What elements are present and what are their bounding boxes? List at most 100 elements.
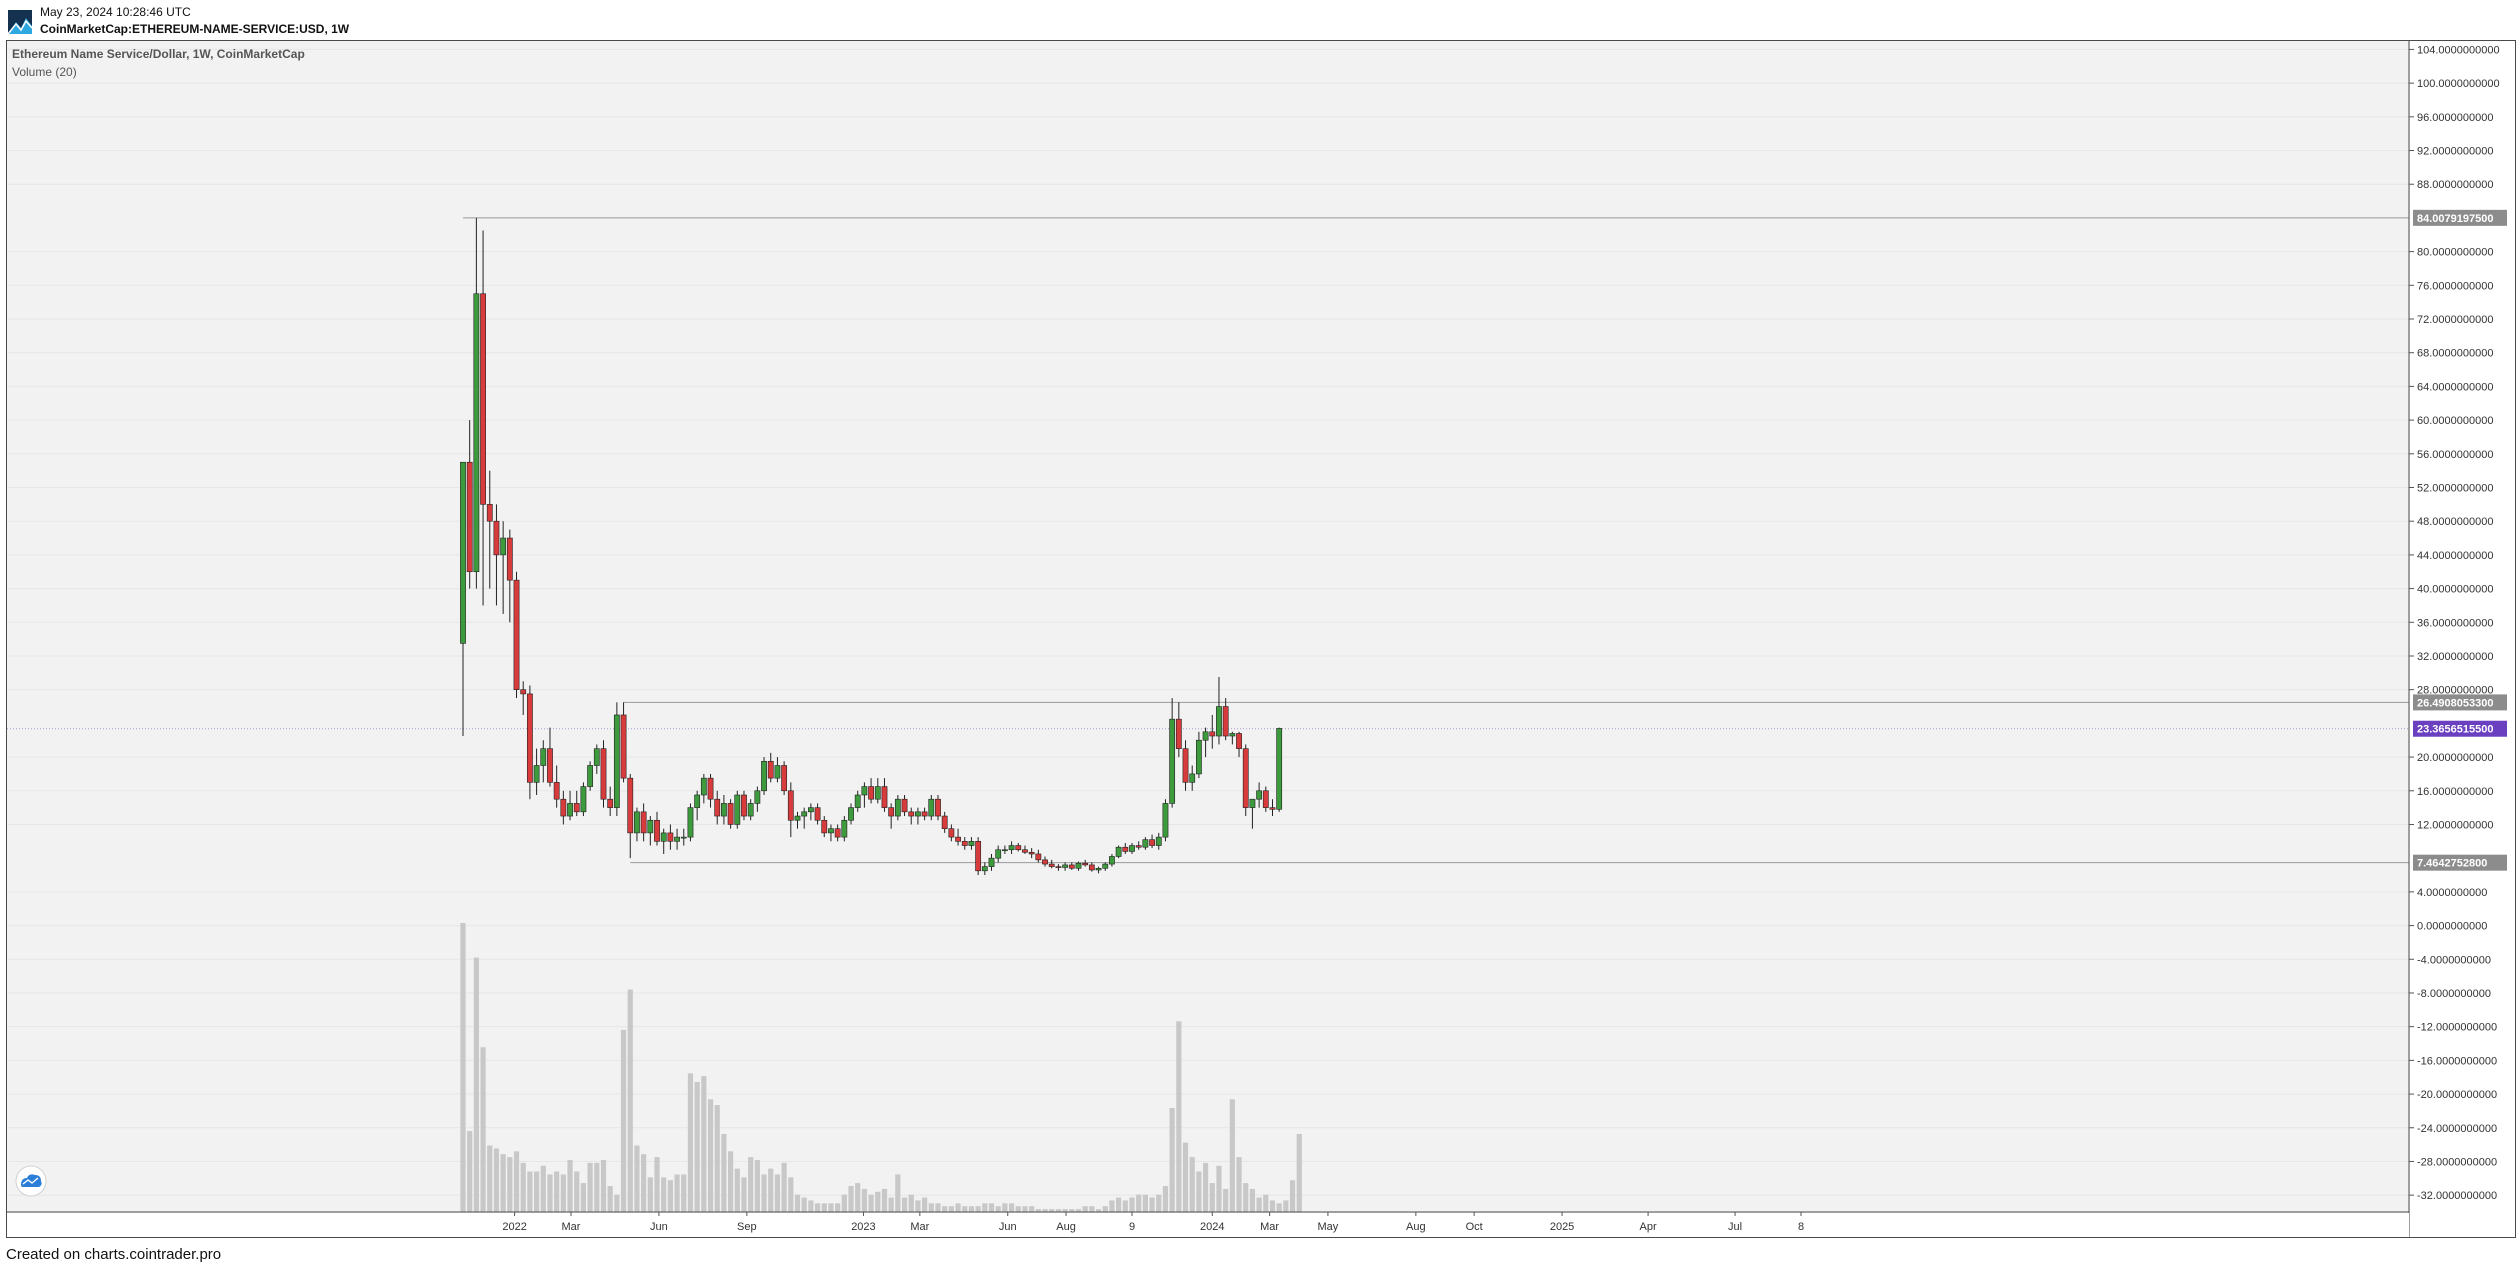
volume-bar [1162,1185,1169,1212]
candle [1209,714,1216,749]
price-axis[interactable]: 104.0000000000 100.0000000000 96.000000000… [2409,44,2500,1202]
candle [1155,832,1162,850]
volume-bar [681,1174,687,1212]
time-axis[interactable]: 2022 Mar Jun Sep 2023 Mar Jun Aug 9 2024 Mar May Aug… [502,1212,1804,1233]
candle [915,807,921,825]
candle [941,811,948,833]
candle [807,803,814,821]
candle [861,782,868,808]
level-label: 84.0079197500 [2417,213,2493,225]
candle [1028,848,1035,859]
price-axis-background[interactable] [2410,41,2515,1237]
volume-bar [701,1076,707,1212]
volume-bar [607,1185,613,1212]
candle [828,824,834,842]
y-tick-label: 44.0000000000 [2417,550,2493,562]
chart-frame[interactable]: 104.0000000000 100.0000000000 96.000000000… [6,40,2516,1238]
candle [486,470,493,589]
volume-bar [928,1203,934,1212]
candle-body [500,537,507,556]
candle [894,794,901,821]
volume-bar [1283,1200,1289,1212]
chart-header: May 23, 2024 10:28:46 UTC CoinMarketCap:… [0,0,2518,40]
candle [1222,698,1229,741]
volume-bar [948,1206,954,1212]
volume-bar [895,1174,901,1212]
candle [928,794,935,821]
candle [654,811,660,846]
level-lines [7,217,2409,864]
volume-bar [734,1168,740,1212]
volume-bar [1015,1206,1021,1212]
candle [1142,837,1149,850]
time-axis-background[interactable] [7,1213,2409,1237]
candle [1062,862,1068,871]
y-tick-label: -8.0000000000 [2417,988,2491,1000]
volume-bar [547,1174,553,1212]
candle [1269,799,1276,817]
volume-bar [1062,1209,1068,1212]
header-symbol: CoinMarketCap:ETHEREUM-NAME-SERVICE:USD,… [40,22,350,36]
candle [1162,799,1169,842]
volume-bar [467,1131,473,1212]
candle-body [694,794,701,808]
candle [1102,862,1109,871]
candle [593,744,600,774]
candle-body [1249,798,1256,808]
candle [473,217,480,589]
volume-bar [1243,1183,1249,1212]
volume-bar [794,1194,801,1212]
volume-bar [721,1133,727,1212]
candle-body [627,777,634,834]
candle-body [848,807,854,821]
candle [881,778,888,812]
candle-body [1256,790,1263,800]
candle [854,790,861,812]
volume-bar [1176,1021,1182,1212]
candle-body [587,765,594,787]
volume-bar [587,1162,593,1212]
candle-body [1196,739,1202,775]
volume-bar [1069,1209,1075,1212]
price-chart[interactable]: 104.0000000000 100.0000000000 96.000000000… [7,41,2515,1237]
candle-body [1169,718,1176,804]
volume-bar [1075,1209,1082,1212]
candle [466,420,473,589]
candle-body [888,807,895,817]
volume-bar [641,1154,647,1212]
volume-bar [808,1200,814,1212]
volume-bar [881,1188,888,1212]
volume-bar [908,1194,914,1212]
candle-body [654,819,660,842]
candle-body [580,786,587,813]
volume-bar [888,1197,894,1212]
candle [1202,727,1209,758]
current-price-label: 23.3656515500 [2417,724,2493,736]
volume-bar [620,1029,627,1212]
candle [674,828,680,850]
volume-bar [1029,1206,1035,1212]
candle-body [1109,856,1115,865]
candle [547,727,553,787]
candle [868,778,874,804]
candle [553,765,560,808]
candle-body [801,811,808,817]
candle [781,761,788,795]
candle [888,803,895,829]
candle [1068,862,1075,870]
candle-body [1008,845,1015,851]
candle-body [1142,839,1149,848]
chart-settings-button[interactable] [15,1165,47,1197]
volume-bar [654,1157,660,1212]
volume-bar [875,1191,881,1212]
candle [1115,845,1122,859]
candle-body [1082,862,1089,866]
candle [1256,782,1263,808]
candle [747,799,754,821]
candle [774,757,781,783]
volume-bar [614,1194,620,1212]
candle-body [1229,733,1236,737]
volume-bar [1022,1206,1028,1212]
candle-body [1042,859,1048,865]
candle [921,807,928,821]
